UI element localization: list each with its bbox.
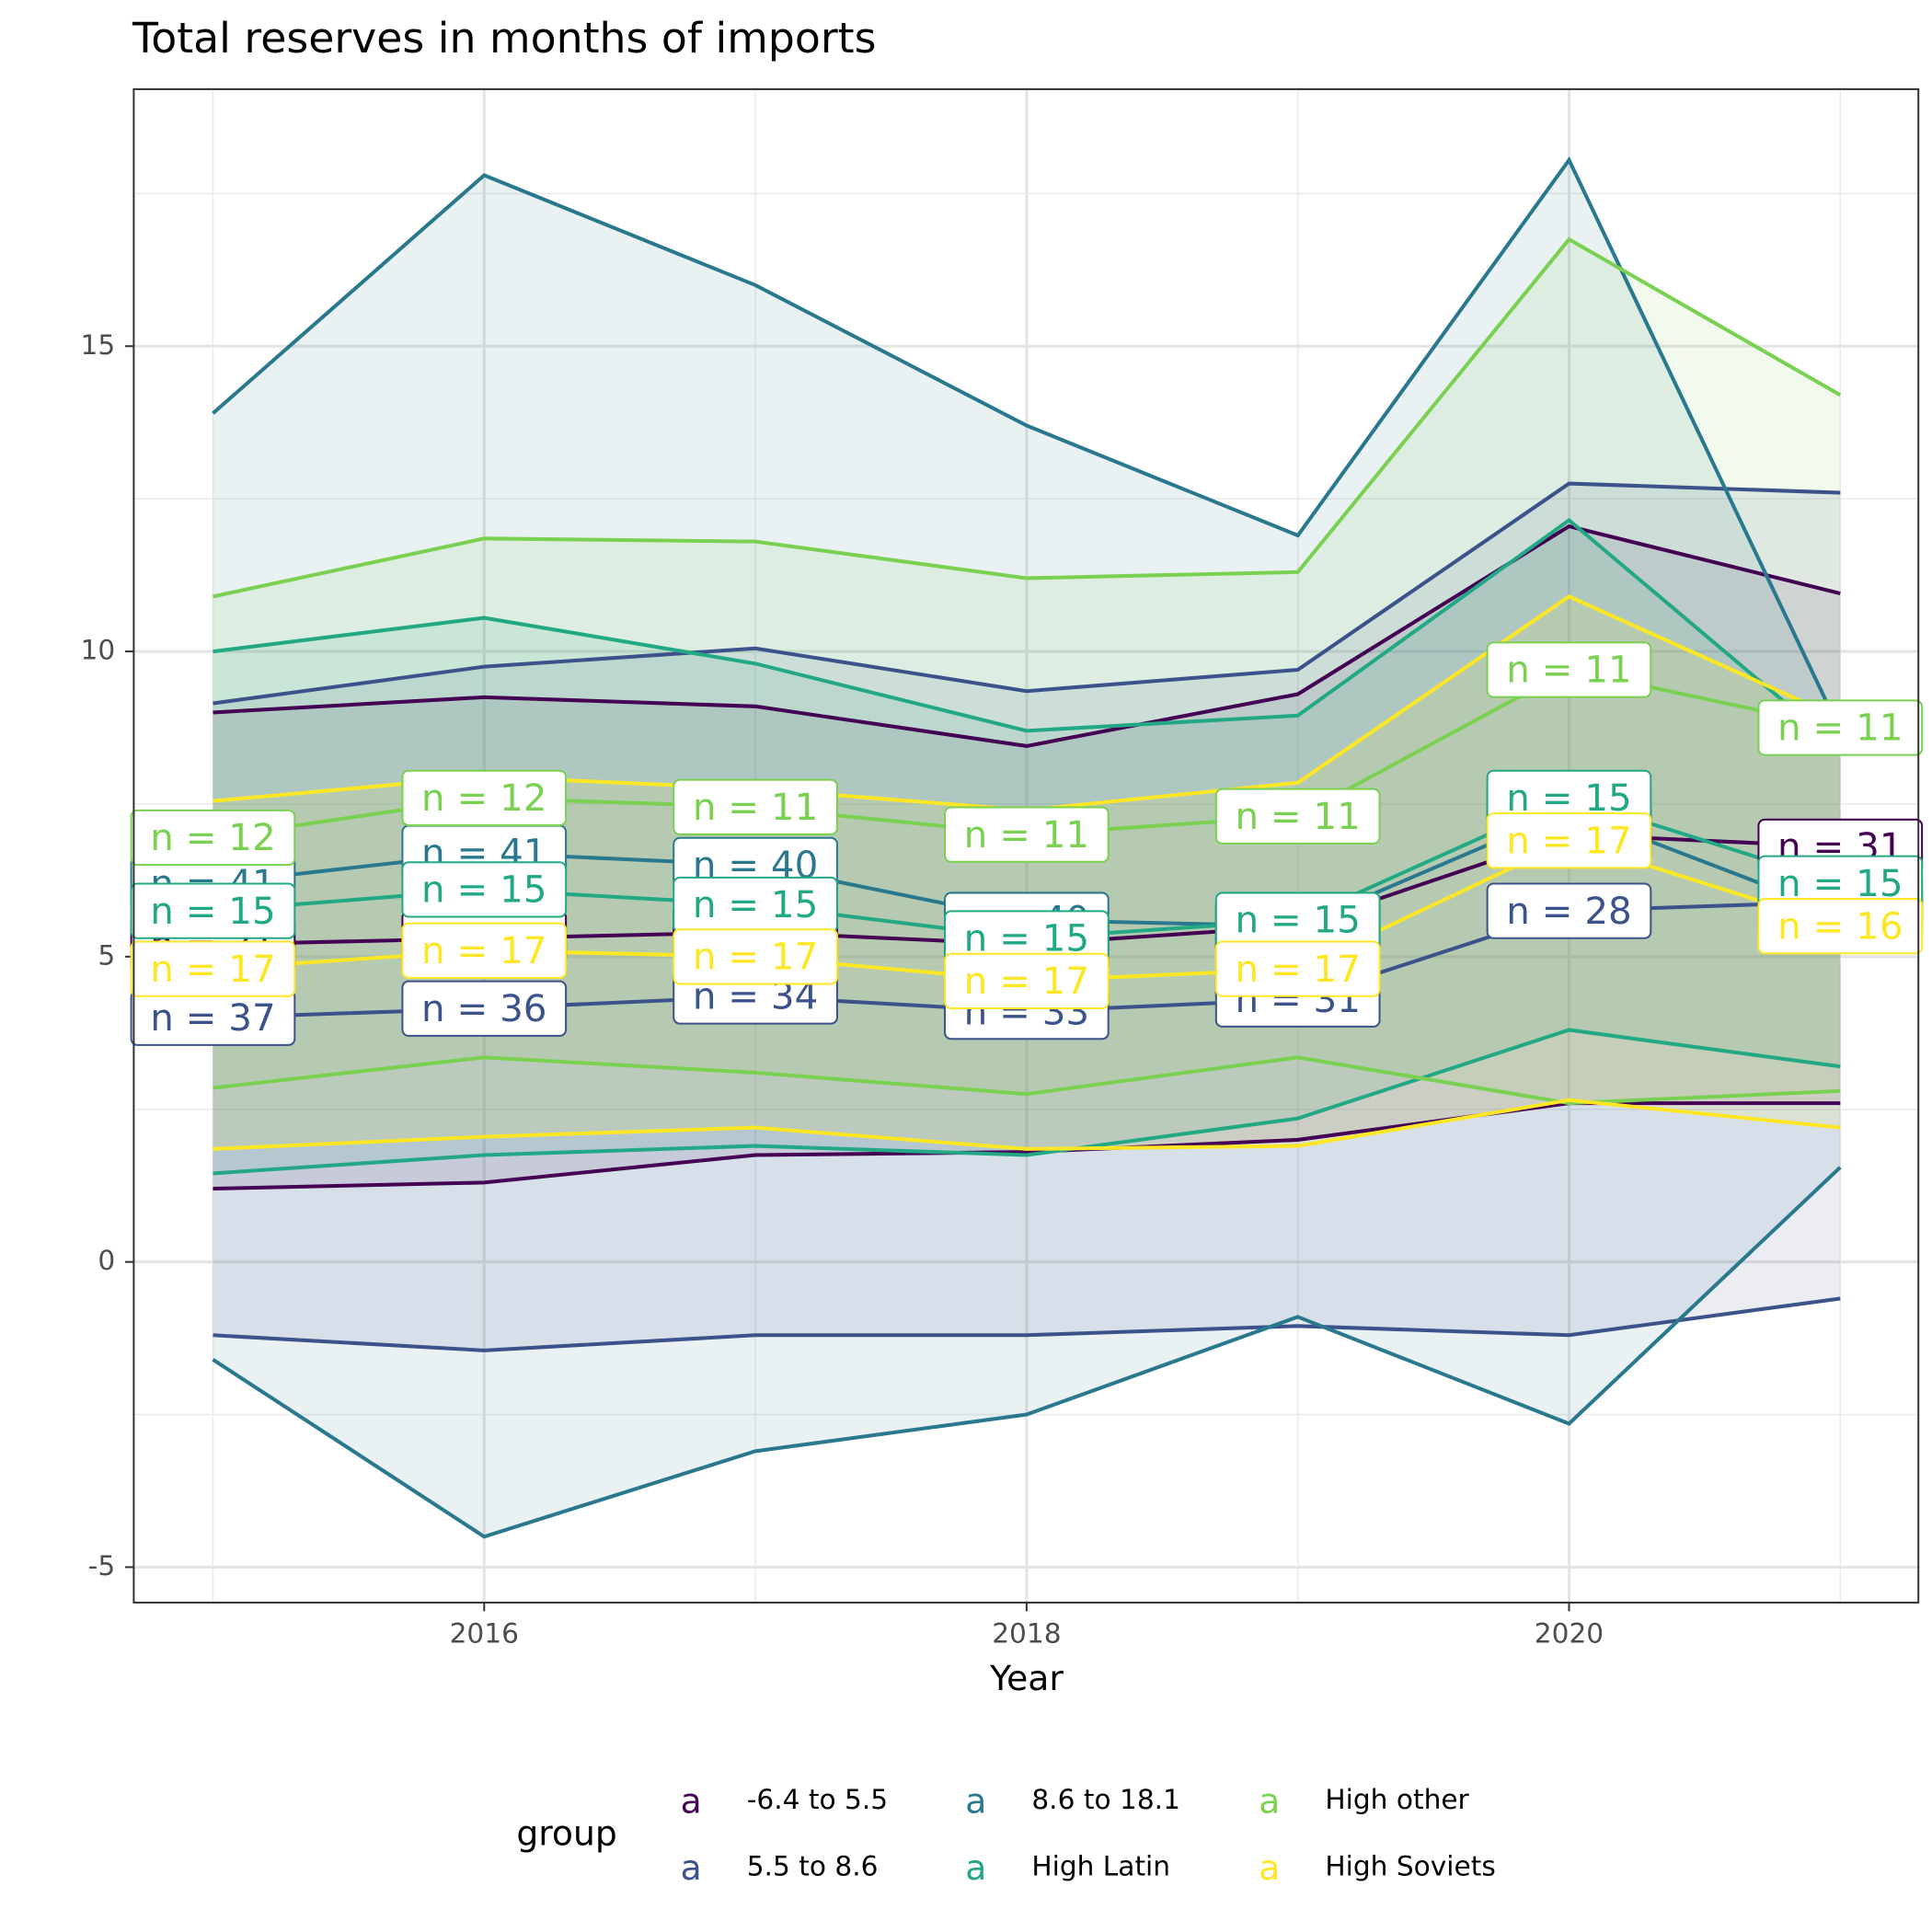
bound-line	[213, 517, 1842, 751]
x-axis-title: Year	[989, 1658, 1064, 1698]
count-label: n = 17	[964, 960, 1089, 1003]
count-label: n = 17	[1506, 819, 1631, 862]
bound-line	[213, 1055, 1841, 1106]
label-box	[944, 952, 1110, 1010]
count-label: n = 11	[964, 813, 1089, 857]
label-box	[401, 769, 568, 826]
label-box	[1757, 898, 1924, 955]
legend-key: a	[965, 1847, 986, 1888]
legend-key: a	[1259, 1781, 1280, 1822]
y-tick-label: 0	[98, 1245, 115, 1276]
legend-label: High Latin	[1031, 1851, 1170, 1882]
label-box	[1757, 699, 1924, 756]
bound-line	[213, 1098, 1841, 1151]
plot-border	[132, 87, 1920, 1604]
legend-key: a	[1259, 1847, 1280, 1888]
label-box	[944, 806, 1110, 863]
count-label: n = 17	[693, 936, 818, 979]
y-tick-label: 5	[98, 939, 115, 971]
chart-title: Total reserves in months of imports	[132, 14, 876, 63]
label-box	[401, 980, 568, 1037]
bound-line	[213, 1028, 1841, 1176]
count-label: n = 17	[150, 948, 275, 991]
x-tick-label: 2018	[992, 1617, 1061, 1649]
legend-label: High other	[1325, 1784, 1469, 1815]
label-box	[1214, 940, 1381, 997]
count-label: n = 17	[1235, 948, 1360, 991]
bound-line	[213, 1296, 1841, 1352]
bound-line	[213, 481, 1841, 706]
count-label: n = 15	[421, 868, 546, 912]
ribbon	[213, 239, 1841, 1104]
label-box	[1214, 788, 1381, 845]
x-tick-label: 2016	[450, 1617, 519, 1649]
label-box	[1486, 882, 1652, 939]
count-label: n = 11	[1506, 649, 1631, 692]
count-label: n = 15	[693, 883, 818, 926]
bound-line	[213, 236, 1842, 599]
legend-key: a	[965, 1781, 986, 1822]
count-label: n = 28	[1506, 890, 1631, 933]
y-tick-label: -5	[88, 1550, 116, 1581]
count-label: n = 16	[1777, 904, 1903, 948]
legend-label: 8.6 to 18.1	[1031, 1784, 1180, 1815]
legend-key: a	[681, 1781, 702, 1822]
bound-line	[212, 1166, 1842, 1539]
y-tick-label: 15	[81, 329, 116, 361]
legend-label: -6.4 to 5.5	[747, 1784, 888, 1815]
label-box	[130, 940, 296, 997]
label-box	[673, 778, 838, 835]
count-label: n = 12	[150, 816, 275, 859]
count-label: n = 12	[421, 776, 546, 820]
legend-label: High Soviets	[1325, 1851, 1495, 1882]
label-box	[401, 922, 568, 979]
label-box	[401, 861, 568, 918]
legend-key: a	[681, 1847, 702, 1888]
bound-line	[212, 155, 1843, 732]
y-tick-label: 10	[81, 635, 116, 666]
legend-title: group	[516, 1813, 616, 1854]
count-label: n = 15	[150, 890, 275, 933]
label-box	[130, 809, 296, 867]
count-label: n = 11	[1235, 795, 1360, 838]
count-label: n = 11	[693, 786, 818, 829]
label-box	[130, 882, 296, 939]
legend-label: 5.5 to 8.6	[747, 1851, 879, 1882]
label-box	[673, 928, 838, 985]
label-box	[1486, 641, 1652, 698]
count-label: n = 15	[1235, 899, 1360, 942]
label-box	[1486, 812, 1652, 869]
count-label: n = 36	[421, 987, 546, 1030]
count-label: n = 37	[150, 996, 275, 1040]
x-tick-label: 2020	[1535, 1617, 1604, 1649]
count-label: n = 17	[421, 929, 546, 972]
ribbon	[213, 596, 1841, 1149]
count-label: n = 11	[1777, 707, 1903, 750]
bound-line	[213, 523, 1841, 748]
